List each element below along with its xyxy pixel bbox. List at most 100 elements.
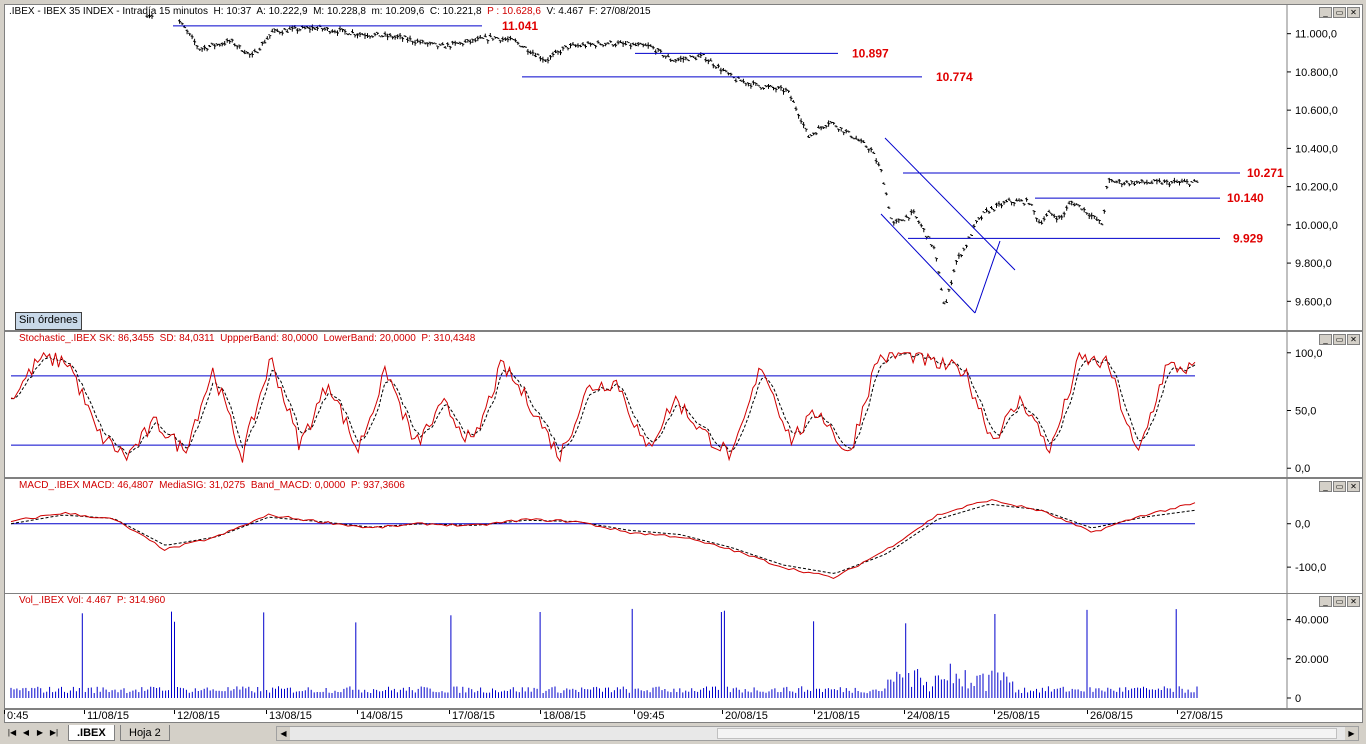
price-bar — [847, 130, 851, 133]
scroll-left-arrow[interactable]: ◀ — [277, 727, 290, 740]
price-y-tick-label: 10.000,0 — [1295, 220, 1338, 232]
price-bar — [942, 301, 946, 305]
price-bar — [531, 49, 535, 56]
restore-button[interactable]: ▭ — [1333, 334, 1346, 345]
price-bar — [503, 37, 507, 41]
price-bar — [804, 127, 808, 132]
vol-y-tick-label: 40.000 — [1295, 615, 1329, 627]
x-axis-tick — [174, 710, 175, 714]
price-bar — [1050, 212, 1054, 216]
price-bar — [1175, 179, 1179, 183]
restore-button[interactable]: ▭ — [1333, 7, 1346, 18]
price-bar — [907, 217, 911, 221]
price-bar — [774, 87, 778, 93]
price-bar — [792, 100, 795, 103]
price-bar — [549, 55, 552, 60]
price-bar — [1110, 179, 1114, 183]
price-bar — [586, 41, 590, 45]
price-bar — [501, 36, 505, 42]
price-bar — [260, 41, 264, 46]
x-axis-tick — [1087, 710, 1088, 714]
x-axis-label: 14/08/15 — [360, 710, 403, 722]
first-sheet-button[interactable]: |◀ — [7, 728, 17, 737]
price-bar — [1125, 180, 1129, 183]
prev-sheet-button[interactable]: ◀ — [22, 728, 30, 737]
horizontal-scrollbar[interactable]: ◀ ▶ — [276, 726, 1359, 741]
price-bar — [328, 31, 332, 35]
price-y-tick-label: 10.800,0 — [1295, 67, 1338, 79]
price-bar — [957, 252, 961, 259]
price-bar — [288, 26, 292, 30]
price-bar — [797, 113, 801, 119]
price-bar — [882, 182, 886, 185]
price-bar — [245, 51, 249, 55]
price-bar — [376, 31, 379, 35]
price-bar — [386, 33, 390, 41]
price-bar — [666, 53, 670, 58]
price-bar — [438, 43, 442, 46]
price-bar — [1012, 202, 1016, 207]
next-sheet-button[interactable]: ▶ — [36, 728, 44, 737]
price-bar — [418, 39, 422, 45]
price-bar — [426, 42, 430, 47]
price-bar — [574, 44, 577, 48]
price-bar — [145, 13, 149, 18]
restore-button[interactable]: ▭ — [1333, 481, 1346, 492]
close-button[interactable]: ✕ — [1347, 481, 1360, 492]
price-bar — [258, 47, 262, 51]
price-bar — [516, 41, 520, 45]
minimize-button[interactable]: _ — [1319, 481, 1332, 492]
level-label: 10.271 — [1247, 166, 1284, 180]
x-axis-tick — [994, 710, 995, 714]
price-bar — [1002, 200, 1006, 205]
x-axis-label: 11/08/15 — [87, 710, 130, 722]
price-bar — [1155, 178, 1159, 185]
price-bar — [1067, 200, 1071, 205]
price-bar — [694, 56, 698, 61]
price-bar — [1007, 197, 1011, 201]
orders-button[interactable]: Sin órdenes — [15, 312, 82, 330]
price-bar — [1005, 199, 1008, 203]
price-bar — [872, 151, 876, 154]
price-bar — [1022, 202, 1026, 206]
scroll-right-arrow[interactable]: ▶ — [1345, 727, 1358, 740]
last-sheet-button[interactable]: ▶| — [49, 728, 59, 737]
price-bar — [1055, 216, 1059, 223]
price-bar — [235, 45, 239, 50]
price-bar — [932, 245, 936, 250]
minimize-button[interactable]: _ — [1319, 334, 1332, 345]
price-bar — [336, 30, 339, 36]
price-bar — [744, 82, 748, 87]
price-bar — [674, 59, 678, 63]
close-button[interactable]: ✕ — [1347, 334, 1360, 345]
price-bar — [338, 26, 342, 32]
price-bar — [1047, 209, 1051, 213]
price-bar — [303, 25, 307, 30]
price-bar — [408, 35, 412, 42]
price-bar — [589, 42, 593, 47]
price-bar — [188, 32, 192, 36]
price-bar — [869, 147, 873, 153]
scroll-thumb[interactable] — [717, 728, 1337, 739]
price-bar — [807, 135, 811, 138]
tab-hoja-2[interactable]: Hoja 2 — [120, 725, 170, 741]
price-bar — [421, 39, 425, 44]
price-bar — [543, 59, 547, 62]
volume-panel: Vol_.IBEX Vol: 4.467 P: 314.960 _ ▭ ✕ 40… — [4, 593, 1363, 709]
restore-button[interactable]: ▭ — [1333, 596, 1346, 607]
minimize-button[interactable]: _ — [1319, 596, 1332, 607]
close-button[interactable]: ✕ — [1347, 596, 1360, 607]
close-button[interactable]: ✕ — [1347, 7, 1360, 18]
minimize-button[interactable]: _ — [1319, 7, 1332, 18]
price-bar — [594, 45, 598, 49]
price-bar — [706, 59, 710, 65]
price-bar — [859, 138, 863, 144]
x-axis-tick — [634, 710, 635, 714]
price-bar — [403, 35, 407, 38]
price-bar — [1150, 180, 1154, 185]
price-bar — [1032, 210, 1036, 215]
price-bar — [536, 53, 540, 56]
tab-ibex[interactable]: .IBEX — [68, 725, 115, 741]
macd-header: MACD_.IBEX MACD: 46,4807 MediaSIG: 31,02… — [19, 480, 405, 491]
price-bar — [965, 244, 968, 249]
